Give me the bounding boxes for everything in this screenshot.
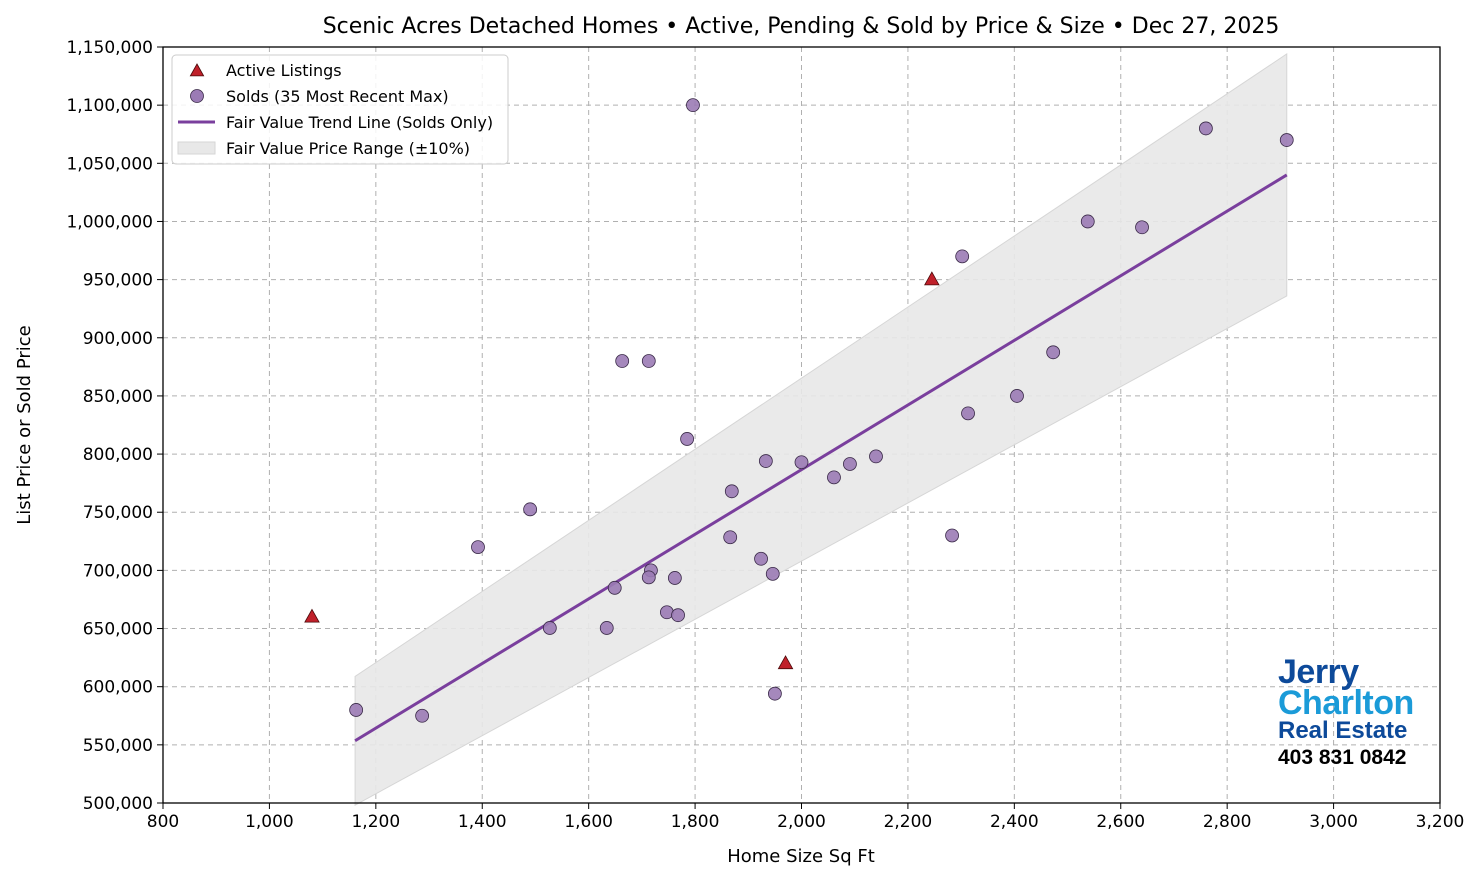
- legend-label: Fair Value Price Range (±10%): [226, 139, 470, 158]
- legend-label: Solds (35 Most Recent Max): [226, 87, 449, 106]
- sold-point: [523, 502, 538, 517]
- logo-phone: 403 831 0842: [1278, 746, 1407, 769]
- y-tick-label: 750,000: [83, 503, 153, 523]
- y-tick-label: 950,000: [83, 271, 153, 291]
- x-tick-label: 1,000: [245, 812, 294, 832]
- y-tick-label: 1,150,000: [66, 38, 153, 58]
- fair-value-band: [354, 53, 1288, 806]
- sold-point: [869, 449, 883, 464]
- sold-point: [765, 566, 780, 581]
- sold-point: [667, 571, 682, 585]
- sold-point: [767, 686, 782, 701]
- y-tick-label: 1,100,000: [66, 96, 153, 116]
- y-tick-label: 900,000: [83, 329, 153, 349]
- y-tick-label: 550,000: [83, 736, 153, 756]
- sold-point: [1279, 133, 1294, 147]
- x-tick-label: 2,400: [990, 812, 1039, 832]
- y-tick-label: 700,000: [83, 561, 153, 581]
- sold-point: [1010, 389, 1024, 403]
- sold-point: [680, 432, 695, 446]
- x-tick-label: 3,000: [1309, 812, 1358, 832]
- logo-line-3: Real Estate: [1278, 717, 1408, 744]
- sold-point: [599, 621, 614, 635]
- legend-box: [171, 54, 509, 165]
- logo: Jerry Charlton Real Estate 403 831 0842: [1278, 655, 1414, 768]
- y-tick-label: 650,000: [83, 620, 153, 640]
- sold-point: [1080, 214, 1095, 229]
- sold-point: [961, 406, 975, 421]
- y-tick-label: 1,000,000: [66, 212, 153, 232]
- sold-point: [349, 703, 364, 717]
- sold-point: [641, 570, 656, 585]
- legend-circle-icon: [190, 89, 204, 103]
- sold-point: [671, 608, 685, 623]
- legend-label: Fair Value Trend Line (Solds Only): [226, 113, 493, 132]
- x-tick-label: 800: [147, 812, 179, 832]
- sold-point: [607, 580, 622, 595]
- sold-point: [686, 98, 700, 113]
- x-tick-label: 1,600: [564, 812, 613, 832]
- x-tick-label: 2,600: [1096, 812, 1145, 832]
- sold-point: [843, 457, 857, 471]
- sold-point: [827, 470, 841, 485]
- sold-point: [723, 530, 738, 545]
- trend-line: [354, 173, 1288, 743]
- logo-line-1: Jerry: [1278, 653, 1359, 691]
- legend-triangle-icon: [189, 63, 205, 77]
- sold-point: [754, 551, 768, 566]
- sold-point: [724, 484, 739, 499]
- y-tick-label: 850,000: [83, 387, 153, 407]
- active-point: [777, 655, 794, 670]
- sold-point: [955, 249, 970, 264]
- sold-point: [1135, 220, 1149, 235]
- x-tick-label: 2,800: [1203, 812, 1252, 832]
- y-tick-label: 800,000: [83, 445, 153, 465]
- y-axis-label: List Price or Sold Price: [14, 325, 35, 524]
- y-tick-label: 500,000: [83, 794, 153, 814]
- sold-point: [758, 454, 773, 468]
- y-tick-label: 600,000: [83, 678, 153, 698]
- sold-point: [471, 540, 485, 555]
- x-tick-label: 1,400: [458, 812, 507, 832]
- x-tick-label: 3,200: [1416, 812, 1465, 832]
- x-tick-label: 1,800: [671, 812, 720, 832]
- sold-point: [1198, 121, 1213, 136]
- sold-point: [615, 354, 630, 368]
- chart-title: Scenic Acres Detached Homes • Active, Pe…: [323, 14, 1280, 39]
- sold-point: [542, 621, 557, 635]
- sold-point: [641, 354, 656, 368]
- x-tick-label: 1,200: [351, 812, 400, 832]
- x-tick-label: 2,000: [777, 812, 826, 832]
- sold-point: [794, 455, 809, 470]
- logo-line-2: Charlton: [1278, 684, 1414, 722]
- active-point: [924, 271, 940, 286]
- legend: Active Listings Solds (35 Most Recent Max…: [171, 54, 509, 165]
- x-axis-label: Home Size Sq Ft: [727, 846, 875, 867]
- legend-label: Active Listings: [226, 61, 342, 80]
- active-point: [304, 608, 320, 623]
- legend-band-icon: [177, 141, 216, 155]
- sold-point: [1046, 345, 1061, 360]
- sold-point: [415, 708, 430, 723]
- x-tick-label: 2,200: [884, 812, 933, 832]
- y-tick-label: 1,050,000: [66, 154, 153, 174]
- sold-point: [945, 528, 959, 543]
